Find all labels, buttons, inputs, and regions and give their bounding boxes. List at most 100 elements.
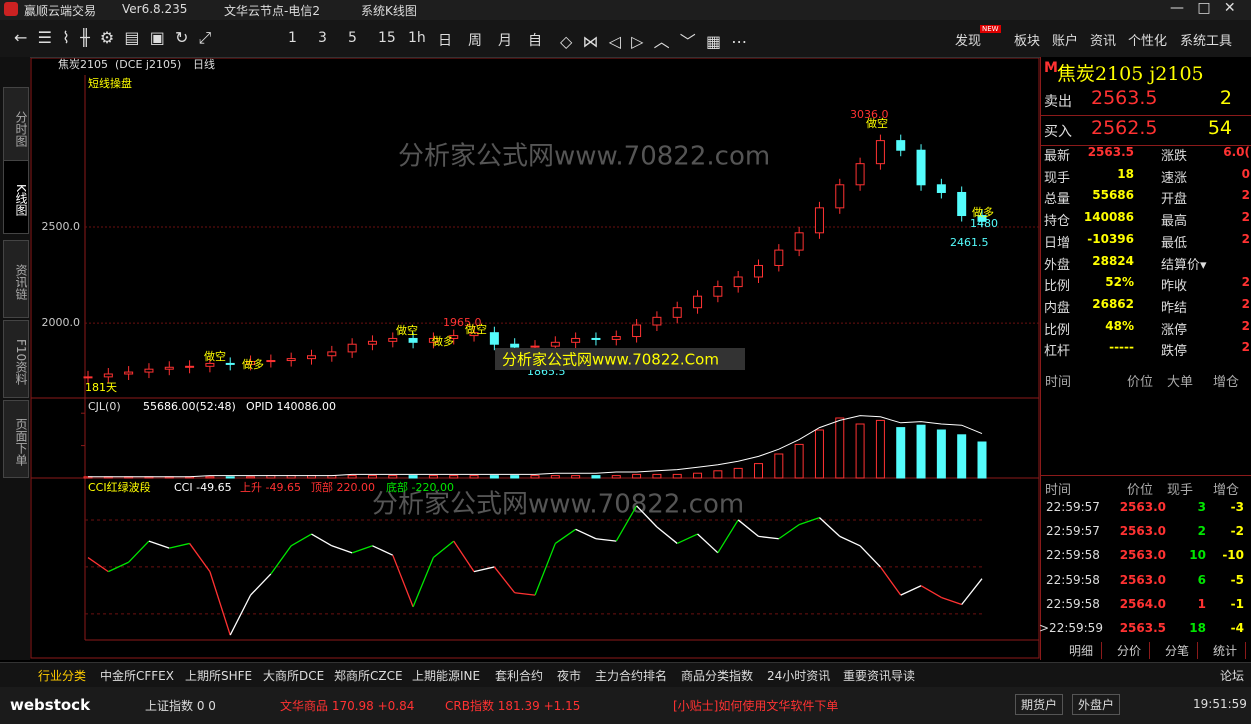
- column-header: 时间: [1045, 483, 1072, 498]
- menu-item[interactable]: 账户: [1052, 34, 1079, 49]
- menu-item[interactable]: 系统工具: [1180, 34, 1233, 49]
- app-icon: [4, 2, 18, 16]
- account-button[interactable]: 外盘户: [1072, 694, 1121, 715]
- toolbar-icons[interactable]: ← ☰ ⌇ ╫ ⚙ ▤ ▣ ↻ ⤢: [14, 28, 212, 47]
- menu-item[interactable]: 资讯: [1090, 34, 1117, 49]
- period-button[interactable]: 3: [318, 30, 327, 46]
- tick-price: 2563.0: [1119, 548, 1166, 563]
- cci-segment: [493, 566, 516, 594]
- market-tab[interactable]: 上期所SHFE: [185, 669, 253, 683]
- menu-item[interactable]: 个性化: [1128, 34, 1168, 49]
- period-button[interactable]: 1: [288, 30, 297, 46]
- node[interactable]: 文华云节点-电信2: [224, 4, 320, 18]
- panel-tab[interactable]: 分价: [1109, 642, 1151, 659]
- market-tab[interactable]: 行业分类: [38, 669, 87, 683]
- annotation: 做多: [242, 357, 264, 371]
- stat-label: 涨跌: [1161, 149, 1188, 164]
- volume-bar: [733, 467, 743, 479]
- market-tab[interactable]: 上期能源INE: [412, 669, 481, 683]
- cci-header: 顶部 220.00: [311, 480, 375, 494]
- volume-bar: [550, 475, 560, 479]
- period-button[interactable]: 5: [348, 30, 357, 46]
- volume-bar: [794, 443, 804, 479]
- market-tab[interactable]: 夜市: [557, 669, 582, 683]
- stat-label: 跌停: [1161, 344, 1188, 360]
- side-tab[interactable]: 分时图: [3, 87, 29, 165]
- market-tab[interactable]: 主力合约排名: [595, 669, 668, 683]
- volume-bar: [225, 476, 235, 479]
- candle: [327, 351, 337, 357]
- side-tab[interactable]: K线图: [3, 160, 29, 234]
- window-controls[interactable]: — □ ✕: [1170, 0, 1236, 16]
- cci-segment: [961, 578, 983, 605]
- period-button[interactable]: 日: [438, 33, 452, 49]
- panel-tab[interactable]: 分笔: [1157, 642, 1199, 659]
- cci-segment: [758, 535, 779, 540]
- stat-value: -----: [1109, 340, 1134, 355]
- y-tick-label: 27万: [55, 439, 80, 452]
- market-tab[interactable]: 套利合约: [495, 669, 544, 683]
- market-tab[interactable]: 商品分类指数: [681, 669, 754, 683]
- candle: [611, 336, 621, 340]
- cci-segment: [433, 540, 455, 559]
- volume-bar: [693, 472, 703, 479]
- cci-segment: [473, 566, 495, 573]
- toolbar-icons-2[interactable]: ◇ ⋈ ◁ ▷ ︿ ﹀ ▦ ⋯: [560, 32, 748, 51]
- volume-bar: [672, 473, 682, 479]
- side-tab[interactable]: 页面下单: [3, 400, 29, 478]
- volume-bar: [408, 475, 418, 479]
- volume-bar: [713, 470, 723, 479]
- forum-link[interactable]: 论坛: [1220, 669, 1245, 683]
- candle: [408, 337, 418, 343]
- column-header: 现手: [1167, 483, 1194, 498]
- volume-bar: [835, 417, 845, 479]
- volume-bar: [591, 475, 601, 479]
- side-tab[interactable]: F10资料: [3, 320, 29, 398]
- menu-item[interactable]: 发现: [955, 34, 982, 49]
- volume-bar: [774, 453, 784, 479]
- candle: [286, 358, 296, 362]
- candle: [774, 249, 784, 266]
- watermark-2: 分析家公式网www.70822.Com: [502, 351, 719, 369]
- stat-label: 昨收: [1161, 279, 1188, 295]
- market-tab[interactable]: 大商所DCE: [263, 669, 325, 683]
- volume-bar: [205, 476, 215, 479]
- stat-value: 55686: [1092, 188, 1134, 203]
- account-button[interactable]: 期货户: [1015, 694, 1064, 715]
- candle: [185, 365, 195, 368]
- cci-segment: [900, 585, 922, 596]
- volume-bar: [875, 419, 885, 479]
- cci-segment: [392, 554, 414, 608]
- period-button[interactable]: 月: [498, 33, 512, 49]
- sidebar: 分时图 K线图资讯链 F10资料 页面下单: [0, 57, 30, 660]
- annotation: 做多: [432, 334, 454, 348]
- candle: [875, 140, 885, 165]
- market-tab[interactable]: 24小时资讯: [767, 669, 831, 683]
- volume-bar: [936, 429, 946, 479]
- stat-label: 内盘: [1044, 300, 1071, 316]
- title-bar: 赢顺云端交易 Ver6.8.235 文华云节点-电信2 系统K线图 — □ ✕: [0, 0, 1251, 20]
- market-tab[interactable]: 重要资讯导读: [843, 669, 916, 683]
- period-button[interactable]: 周: [468, 33, 482, 49]
- period-button[interactable]: 15: [378, 30, 396, 46]
- volume-bar: [489, 475, 499, 479]
- side-tab[interactable]: 资讯链: [3, 240, 29, 318]
- market-tab[interactable]: 中金所CFFEX: [100, 669, 174, 683]
- period-button[interactable]: 自: [528, 33, 542, 49]
- tick-size: 18: [1189, 621, 1206, 635]
- view-name: 系统K线图: [361, 4, 417, 18]
- volume-bar: [510, 475, 520, 479]
- y-tick-label: 54万: [55, 406, 80, 419]
- panel-tab[interactable]: 统计: [1205, 642, 1247, 659]
- annotation: 181天: [85, 381, 117, 394]
- index-wh: 文华商品 170.98 +0.84: [280, 699, 415, 713]
- tip[interactable]: [小贴士]如何使用文华软件下单: [673, 699, 839, 713]
- panel-tab[interactable]: 明细: [1061, 642, 1103, 659]
- stat-value: 6.0(: [1223, 145, 1250, 159]
- menu-item[interactable]: 板块: [1014, 34, 1041, 49]
- stat-label: 最低: [1161, 235, 1188, 251]
- candle: [510, 343, 520, 348]
- market-tab[interactable]: 郑商所CZCE: [334, 669, 403, 683]
- stat-label: 最新: [1044, 149, 1071, 164]
- period-button[interactable]: 1h: [408, 30, 426, 46]
